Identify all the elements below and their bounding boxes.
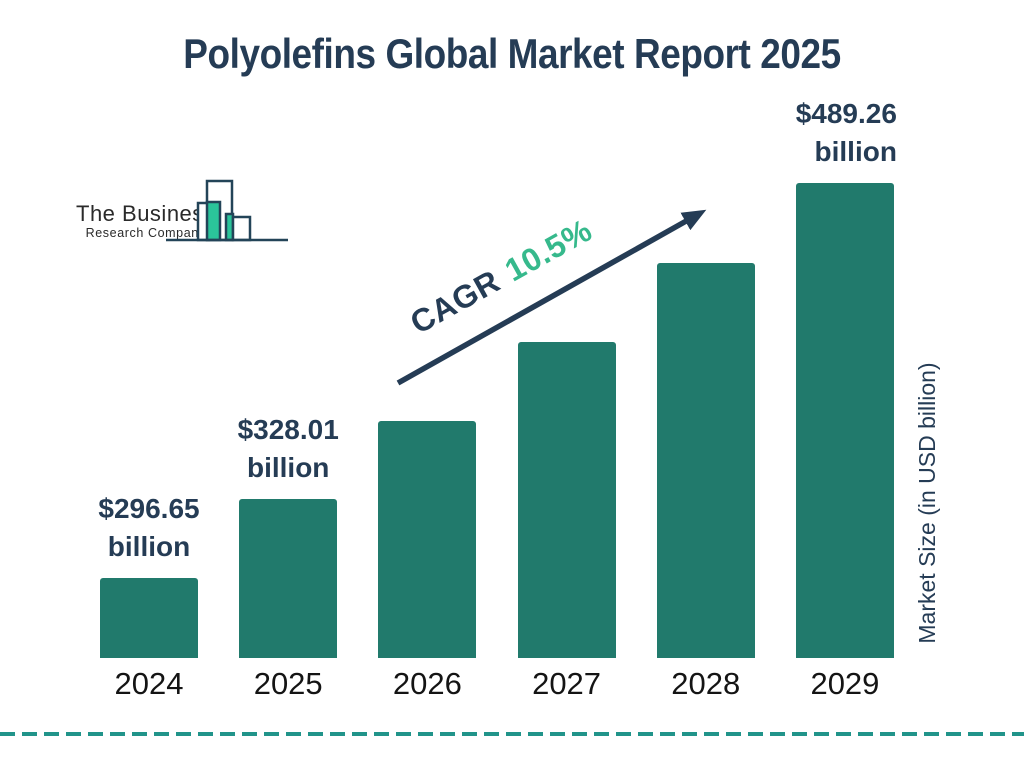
bar-2024	[100, 578, 198, 658]
bar-chart: $296.65 billion 2024 $328.01 billion 202…	[98, 98, 897, 701]
y-axis-label: Market Size (in USD billion)	[914, 362, 940, 644]
bar-2027	[517, 342, 616, 658]
x-tick-2024: 2024	[114, 666, 184, 701]
logo-bar-chart-icon	[166, 179, 288, 242]
value-label-2025: $328.01 billion	[173, 411, 403, 487]
bar-2029	[795, 183, 894, 658]
value-unit: billion	[814, 136, 897, 167]
value-label-2024: $296.65 billion	[34, 490, 264, 566]
x-tick-2026: 2026	[392, 666, 462, 701]
page-title: Polyolefins Global Market Report 2025	[183, 30, 841, 77]
x-tick-2029: 2029	[810, 666, 880, 701]
logo-company-subname: Research Company	[85, 226, 206, 240]
x-tick-2028: 2028	[671, 666, 741, 701]
bar-group-2029: $489.26 billion 2029	[795, 98, 897, 701]
logo-text: The Business Research Company	[76, 201, 216, 241]
bar-2028	[656, 263, 755, 658]
bottom-dashed-divider	[0, 732, 1024, 736]
company-logo: The Business Research Company	[76, 176, 296, 246]
value-label-2029: $489.26 billion	[667, 95, 897, 171]
bar-group-2028: 2028	[656, 263, 755, 701]
bar-group-2025: $328.01 billion 2025	[238, 414, 339, 701]
x-tick-2025: 2025	[253, 666, 323, 701]
value-amount: $489.26	[795, 98, 897, 129]
bar-group-2024: $296.65 billion 2024	[98, 493, 199, 701]
value-unit: billion	[246, 452, 330, 483]
value-unit: billion	[107, 531, 191, 562]
bar-2025	[239, 499, 338, 658]
x-tick-2027: 2027	[532, 666, 602, 701]
value-amount: $328.01	[237, 414, 339, 445]
logo-company-name: The Business	[76, 201, 216, 226]
value-amount: $296.65	[98, 493, 200, 524]
bar-2026	[378, 421, 477, 658]
bar-group-2026: 2026	[378, 421, 477, 701]
bar-group-2027: 2027	[517, 342, 616, 701]
